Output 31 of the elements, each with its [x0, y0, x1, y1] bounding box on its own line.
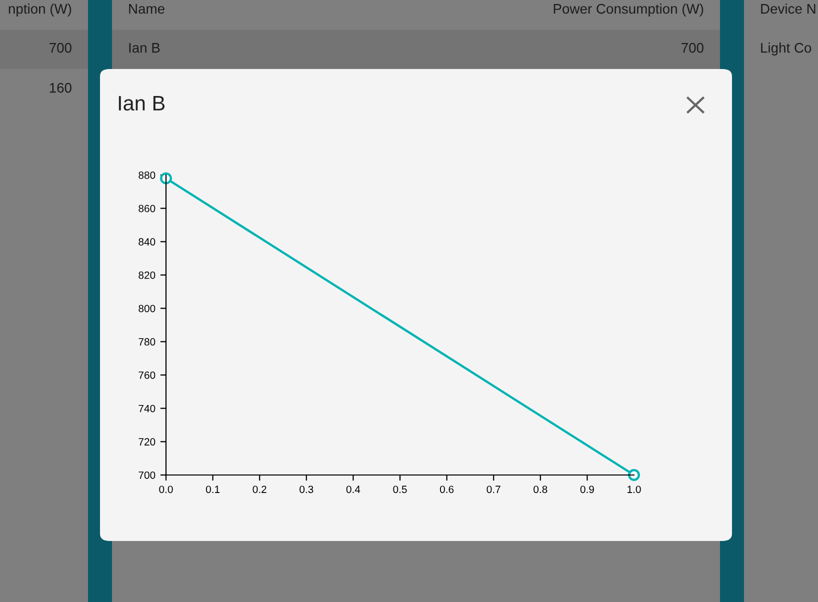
- x-tick-label: 0.7: [486, 486, 500, 494]
- x-tick-label: 0.5: [393, 486, 407, 494]
- y-tick-label: 700: [138, 472, 156, 479]
- y-tick-label: 800: [138, 304, 156, 312]
- text: 160: [50, 82, 72, 93]
- y-tick-label: 780: [138, 338, 156, 346]
- y-tick-label: 720: [138, 438, 156, 446]
- y-tick-label: 860: [138, 204, 156, 212]
- text: Name: [129, 4, 164, 14]
- y-tick-label: 760: [138, 372, 156, 379]
- y-tick-label: 840: [138, 238, 156, 246]
- x-tick-label: 0.3: [300, 486, 314, 494]
- y-tick-label: 880: [138, 172, 156, 179]
- x-tick-label: 0.9: [580, 486, 594, 494]
- y-tick-label: 740: [138, 404, 156, 412]
- chart-title: Ian B: [118, 96, 165, 111]
- x-tick-label: 1.0: [628, 486, 641, 494]
- x-tick-label: 0.8: [534, 486, 548, 494]
- x-tick-label: 0.6: [440, 486, 454, 494]
- x-tick-label: 0.1: [206, 486, 220, 494]
- text: 700: [682, 42, 704, 53]
- text: 700: [50, 42, 72, 53]
- x-tick-label: 0.4: [346, 486, 360, 494]
- x-tick-label: 0.0: [159, 486, 173, 494]
- text: Ian B: [129, 43, 160, 53]
- text: Power Consumption (W): [554, 4, 704, 16]
- text: Light Co: [761, 42, 812, 56]
- text: Device N: [761, 4, 816, 14]
- x-tick-label: 0.2: [252, 486, 266, 494]
- y-tick-label: 820: [138, 272, 156, 279]
- text: nption (W): [8, 4, 72, 16]
